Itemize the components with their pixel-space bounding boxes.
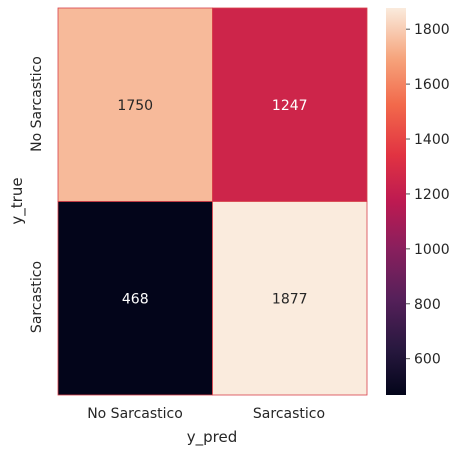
heatmap-cell-label-r0-c0: 1750 xyxy=(117,98,153,114)
x-axis-label: y_pred xyxy=(187,428,238,447)
y-axis-label: y_true xyxy=(8,177,27,224)
heatmap-cell-r0-c0 xyxy=(57,7,213,202)
x-tick-label-no-sarcastico: No Sarcastico xyxy=(87,406,183,422)
colorbar-tick-label: 1200 xyxy=(414,187,450,203)
colorbar-tick-label: 1800 xyxy=(414,22,450,38)
colorbar-tick-label: 600 xyxy=(414,352,441,368)
heatmap-cells xyxy=(57,7,368,396)
y-tick-labels: No Sarcastico Sarcastico xyxy=(29,56,45,333)
y-tick-label-sarcastico: Sarcastico xyxy=(29,261,45,333)
heatmap-cell-label-r0-c1: 1247 xyxy=(272,98,308,114)
heatmap-cell-r0-c1 xyxy=(212,7,368,202)
colorbar-tick-label: 1000 xyxy=(414,242,450,258)
colorbar-tick-label: 800 xyxy=(414,297,441,313)
heatmap-cell-label-r1-c0: 468 xyxy=(122,291,149,307)
heatmap-cell-label-r1-c1: 1877 xyxy=(272,291,308,307)
colorbar-tick-label: 1600 xyxy=(414,77,450,93)
x-tick-label-sarcastico: Sarcastico xyxy=(253,406,325,422)
colorbar-ticks: 600 800 1000 1200 1400 1600 1800 xyxy=(406,22,450,368)
x-tick-labels: No Sarcastico Sarcastico xyxy=(87,406,325,422)
heatmap-cell-labels: 1750 1247 468 1877 xyxy=(117,98,307,308)
colorbar-tick-label: 1400 xyxy=(414,132,450,148)
y-tick-label-no-sarcastico: No Sarcastico xyxy=(29,56,45,152)
heatmap-cell-r1-c0 xyxy=(57,201,213,396)
colorbar xyxy=(386,8,406,395)
heatmap-cell-r1-c1 xyxy=(212,201,368,396)
